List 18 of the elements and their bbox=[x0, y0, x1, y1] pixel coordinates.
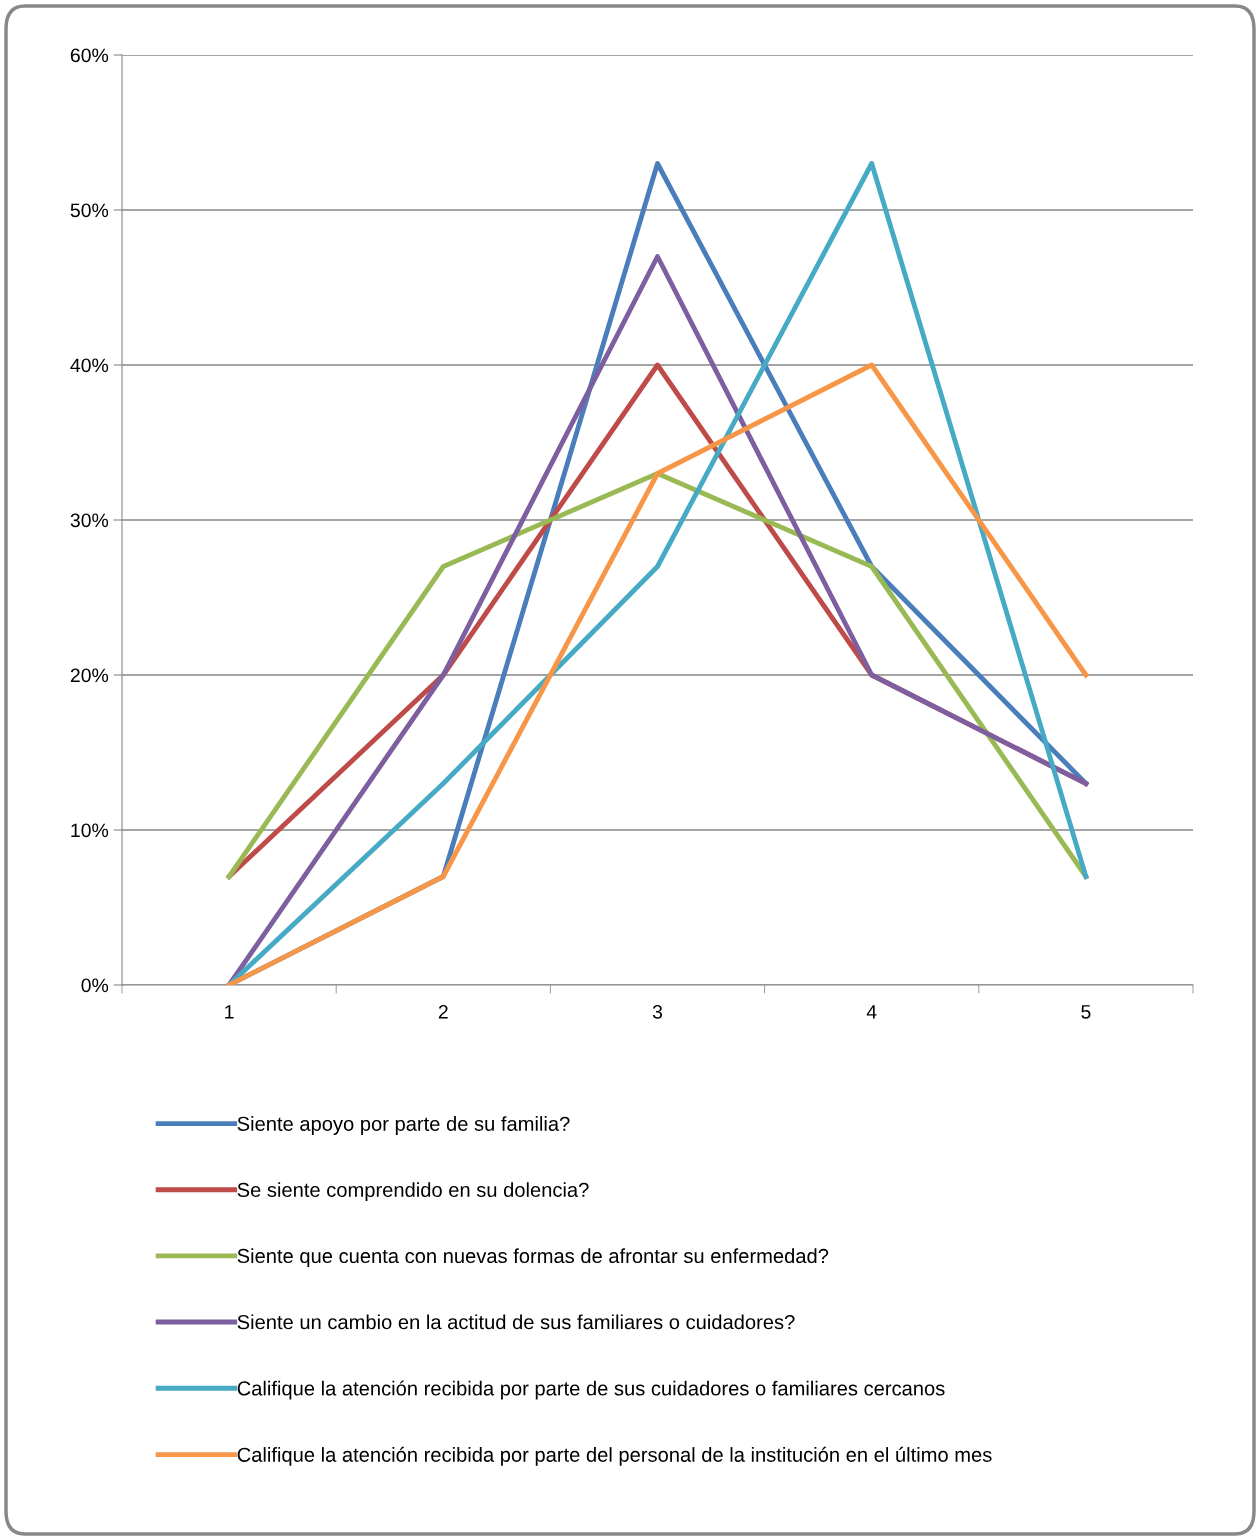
x-tick-label: 5 bbox=[1081, 1005, 1091, 1019]
legend-label: Siente un cambio en la actitud de sus familiares o cuidadores? bbox=[237, 1314, 795, 1330]
x-tick-label: 1 bbox=[225, 1005, 234, 1019]
x-tick-label: 4 bbox=[866, 1005, 877, 1019]
legend-label: Califique la atención recibida por parte del personal de la institución en el último mes bbox=[237, 1446, 992, 1466]
y-tick-label: 50% bbox=[70, 203, 109, 218]
x-tick-label: 3 bbox=[652, 1004, 663, 1019]
legend-label: Siente que cuenta con nuevas formas de afrontar su enfermedad? bbox=[237, 1248, 829, 1268]
legend-label: Califique la atención recibida por parte de sus cuidadores o familiares cercanos bbox=[237, 1380, 945, 1400]
legend-label: Se siente comprendido en su dolencia? bbox=[237, 1182, 589, 1201]
y-tick-label: 30% bbox=[70, 513, 109, 528]
y-tick-label: 20% bbox=[70, 668, 109, 683]
legend-label: Siente apoyo por parte de su familia? bbox=[237, 1116, 570, 1135]
y-tick-label: 60% bbox=[70, 48, 109, 63]
y-tick-label: 0% bbox=[81, 978, 109, 993]
y-tick-label: 10% bbox=[71, 823, 109, 838]
x-tick-label: 2 bbox=[438, 1004, 448, 1019]
y-tick-label: 40% bbox=[70, 358, 109, 373]
